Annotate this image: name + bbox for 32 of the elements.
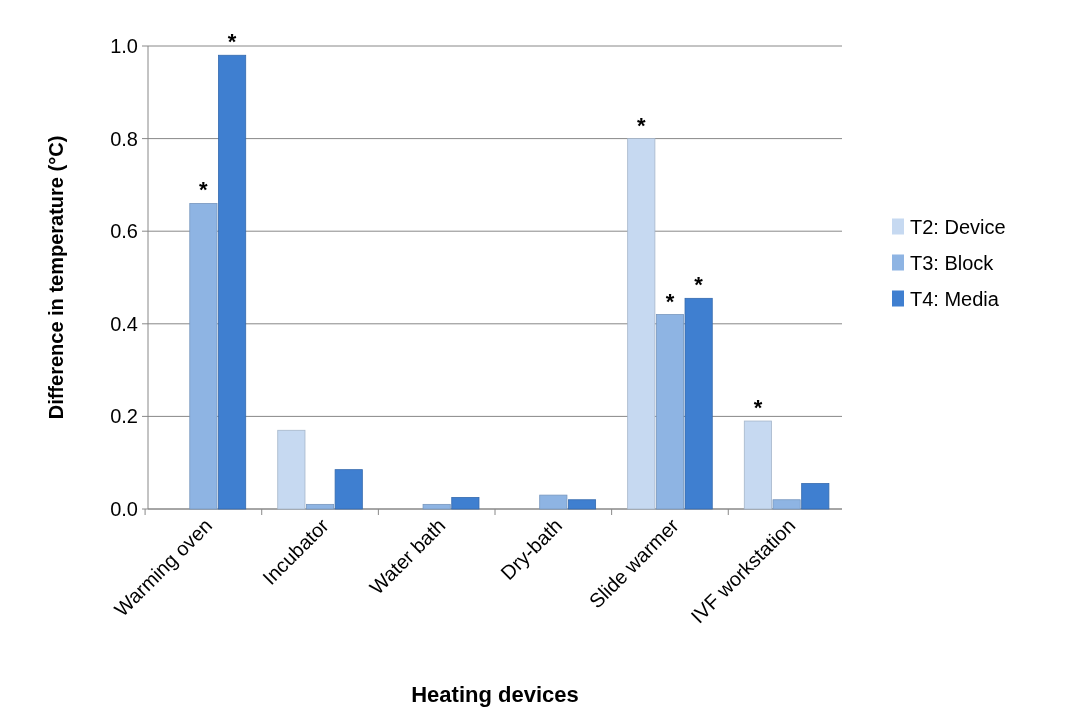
bar	[567, 499, 597, 510]
bar	[539, 494, 568, 510]
bar	[743, 420, 772, 510]
y-tick-label: 1.0	[110, 35, 138, 57]
data-label: *	[637, 112, 646, 138]
bar	[772, 499, 801, 510]
y-tick-label: 0.8	[110, 127, 138, 150]
bar	[218, 54, 247, 510]
y-tick-label: 0.2	[110, 405, 138, 428]
legend-label: T2: Device	[910, 215, 1006, 238]
y-tick-label: 0.0	[110, 498, 138, 520]
bar	[277, 429, 306, 510]
legend-label: T4: Media	[910, 287, 1000, 310]
bar	[189, 203, 218, 510]
y-axis-title: Difference in temperature (°C)	[45, 135, 67, 420]
data-label: *	[227, 29, 237, 55]
y-tick-label: 0.4	[110, 312, 138, 335]
data-label: *	[694, 272, 704, 298]
y-tick-label: 0.6	[110, 220, 138, 243]
x-axis-title: Heating devices	[411, 682, 579, 707]
bar	[334, 469, 363, 510]
bar	[627, 138, 656, 510]
bar	[801, 483, 830, 510]
legend-label: T3: Block	[910, 251, 995, 274]
bar	[684, 297, 713, 510]
data-label: *	[665, 288, 675, 314]
bar	[306, 503, 335, 510]
bar	[422, 503, 451, 510]
bar	[451, 497, 480, 510]
bar	[655, 314, 684, 510]
data-label: *	[753, 395, 763, 421]
data-label: *	[199, 177, 209, 203]
